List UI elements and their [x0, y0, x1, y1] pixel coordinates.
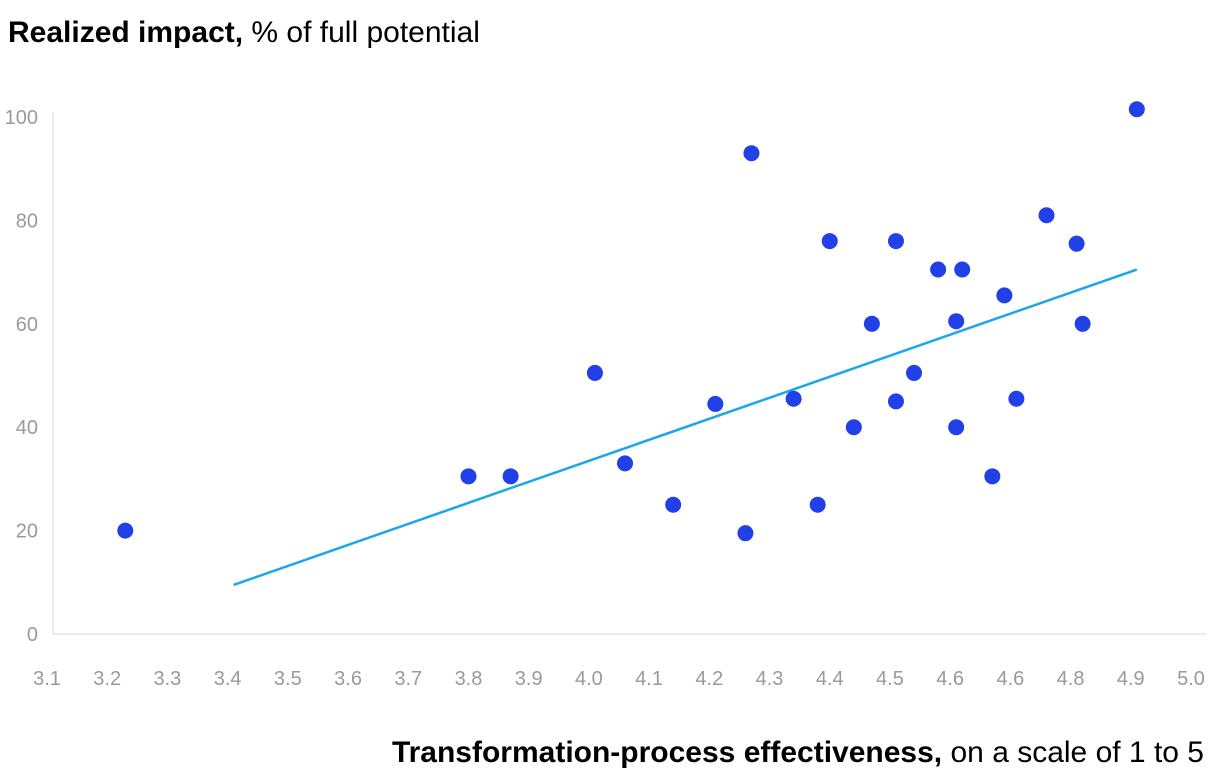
chart-title-bold: Realized impact, — [8, 16, 243, 49]
scatter-point — [954, 261, 971, 278]
scatter-point — [737, 525, 754, 542]
scatter-point — [502, 468, 519, 485]
x-tick-label: 3.6 — [334, 668, 362, 690]
scatter-point — [617, 455, 634, 472]
y-tick-label: 40 — [16, 417, 38, 439]
x-tick-label: 3.3 — [154, 668, 182, 690]
x-tick-label: 4.5 — [876, 668, 904, 690]
chart-title: Realized impact, % of full potential — [8, 16, 480, 49]
trendline-group — [233, 268, 1138, 587]
scatter-point — [863, 315, 880, 332]
scatter-point — [460, 468, 477, 485]
x-tick-label: 4.6 — [936, 668, 964, 690]
y-tick-label: 100 — [5, 107, 38, 129]
scatter-point — [930, 261, 947, 278]
x-tick-label: 4.0 — [575, 668, 603, 690]
x-tick-label: 4.3 — [756, 668, 784, 690]
scatter-point — [743, 145, 760, 162]
y-tick-label: 60 — [16, 314, 38, 336]
scatter-point — [707, 395, 724, 412]
y-tick-labels: 0 20 40 60 80 100 — [5, 107, 38, 646]
x-axis-label-bold: Transformation-process effectiveness, — [392, 736, 942, 769]
x-axis-label: Transformation-process effectiveness, on… — [392, 736, 1204, 769]
x-tick-label: 3.5 — [274, 668, 302, 690]
x-tick-label: 3.2 — [93, 668, 121, 690]
x-tick-label: 4.6 — [996, 668, 1024, 690]
y-tick-label: 80 — [16, 210, 38, 232]
scatter-point — [665, 496, 682, 513]
scatter-point — [1038, 207, 1055, 224]
y-tick-label: 0 — [27, 624, 38, 646]
scatter-point — [117, 522, 134, 539]
scatter-point — [948, 313, 965, 330]
scatter-point — [821, 233, 838, 250]
scatter-point — [1128, 101, 1145, 118]
x-axis-label-rest: on a scale of 1 to 5 — [950, 736, 1204, 769]
x-tick-label: 4.1 — [635, 668, 663, 690]
x-tick-label: 3.4 — [214, 668, 242, 690]
scatter-point — [887, 393, 904, 410]
scatter-point — [1074, 315, 1091, 332]
scatter-point — [948, 419, 965, 436]
x-tick-label: 4.2 — [695, 668, 723, 690]
scatter-point — [785, 390, 802, 407]
scatter-point — [984, 468, 1001, 485]
x-tick-label: 3.9 — [515, 668, 543, 690]
scatter-point — [1068, 235, 1085, 252]
scatter-point — [996, 287, 1013, 304]
x-tick-label: 4.9 — [1117, 668, 1145, 690]
x-tick-label: 5.0 — [1177, 668, 1205, 690]
scatter-point — [809, 496, 826, 513]
scatter-point — [845, 419, 862, 436]
x-tick-label: 3.1 — [33, 668, 61, 690]
scatter-point — [1008, 390, 1025, 407]
scatter-point — [586, 364, 603, 381]
scatter-point — [906, 364, 923, 381]
chart-title-rest: % of full potential — [251, 16, 479, 49]
x-tick-label: 3.7 — [394, 668, 422, 690]
data-points — [117, 101, 1145, 542]
x-tick-label: 3.8 — [455, 668, 483, 690]
trendline — [233, 268, 1138, 587]
x-tick-label: 4.8 — [1057, 668, 1085, 690]
scatter-point — [887, 233, 904, 250]
x-tick-labels: 3.1 3.2 3.3 3.4 3.5 3.6 3.7 3.8 3.9 4.0 4.1 4.2 4.3 4… — [33, 668, 1205, 690]
y-tick-label: 20 — [16, 521, 38, 543]
x-tick-label: 4.4 — [816, 668, 844, 690]
